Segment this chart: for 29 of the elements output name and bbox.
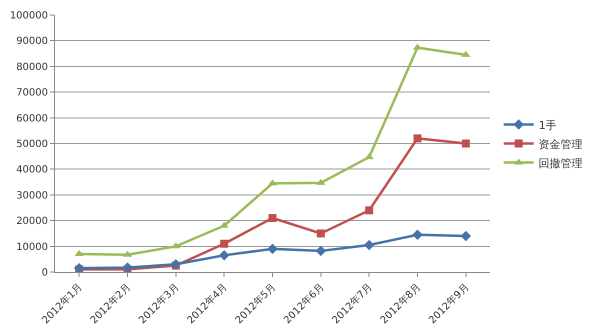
legend-label: 1手 <box>538 118 557 132</box>
y-tick-label: 80000 <box>16 62 48 73</box>
y-tick-label: 0 <box>42 268 48 278</box>
point <box>316 229 325 238</box>
point <box>462 140 470 148</box>
point <box>267 244 278 254</box>
point <box>122 262 133 272</box>
point <box>412 230 423 240</box>
point <box>316 246 326 256</box>
legend-label: 回撤管理 <box>538 156 583 170</box>
y-tick-label: 100000 <box>10 10 48 22</box>
point <box>74 262 84 272</box>
point <box>218 250 230 260</box>
y-tick-label: 40000 <box>16 164 48 176</box>
point <box>220 240 228 248</box>
y-tick-label: 20000 <box>16 216 48 228</box>
y-tick-label: 70000 <box>16 88 48 99</box>
point <box>170 259 182 270</box>
y-tick-label: 90000 <box>16 36 48 48</box>
point <box>365 206 374 214</box>
legend-label: 资金管理 <box>538 138 583 151</box>
point <box>414 134 422 142</box>
point <box>364 240 374 250</box>
y-tick-label: 10000 <box>16 242 48 253</box>
y-tick-label: 50000 <box>16 139 48 150</box>
point <box>268 214 276 222</box>
y-tick-label: 30000 <box>16 190 48 202</box>
point <box>460 230 472 242</box>
y-tick-label: 60000 <box>16 113 48 124</box>
